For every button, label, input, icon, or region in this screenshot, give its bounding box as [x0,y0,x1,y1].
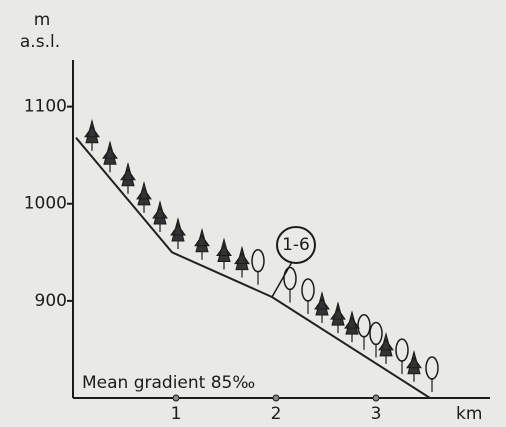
y-tick-label: 900 [35,291,67,311]
x-tick [173,395,179,401]
y-tick-label: 1100 [24,97,67,117]
background [0,0,506,427]
y-tick-label: 1000 [24,194,67,214]
x-label: km [456,404,482,424]
x-tick-label: 3 [371,404,382,424]
annotation: Mean gradient 85‰ [82,373,255,393]
y-unit: m [34,10,51,30]
x-tick [373,395,379,401]
chart: m a.s.l. Mean gradient 85‰ km 900 1000 110… [0,0,506,427]
page: m a.s.l. Mean gradient 85‰ km 900 1000 110… [0,0,506,427]
x-tick [273,395,279,401]
x-tick-label: 1 [171,404,182,424]
callout-label: 1-6 [282,235,310,255]
x-tick-label: 2 [271,404,282,424]
y-label: a.s.l. [20,32,60,52]
